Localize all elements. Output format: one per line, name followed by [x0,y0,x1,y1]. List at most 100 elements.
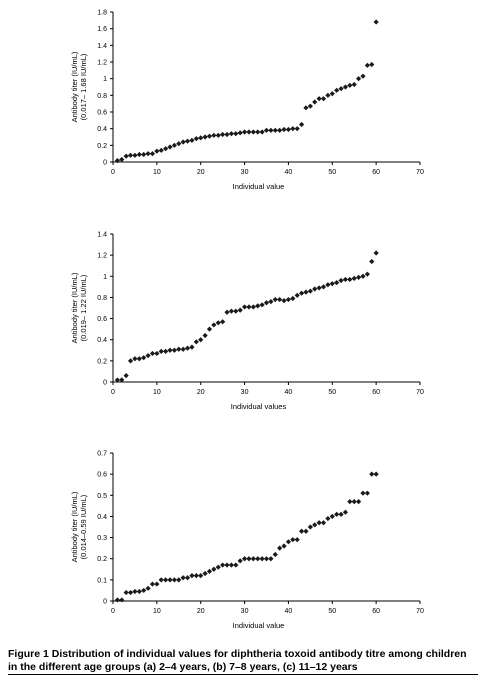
data-point [176,141,182,147]
x-axis-title: Individual values [231,402,287,411]
data-point [132,356,138,362]
x-tick-label: 50 [328,608,336,615]
y-tick-label: 0 [103,160,107,167]
data-point [220,131,226,138]
data-point [272,551,278,558]
y-tick-label: 0.2 [97,358,107,365]
data-point [202,134,208,140]
data-point [198,135,204,141]
data-point [250,556,256,562]
data-point [347,276,353,283]
data-point [290,537,296,543]
data-point [312,99,318,105]
y-tick-label: 1.8 [97,10,107,17]
y-axis-title: Antibody titer (IU/mL) [70,272,79,343]
x-tick-label: 60 [372,169,380,176]
data-point [233,562,239,568]
data-point [325,92,331,98]
data-point [228,308,235,314]
data-point [206,568,213,574]
data-point [163,146,169,152]
data-point [167,577,173,583]
data-point [180,575,186,581]
x-tick-label: 30 [241,389,249,396]
data-point [316,285,322,291]
data-point [312,286,318,292]
data-point [171,577,177,583]
data-point [149,151,156,157]
data-point [325,515,331,522]
data-point [193,339,199,345]
data-point [114,597,120,603]
data-point [255,303,261,309]
data-point [316,96,322,102]
data-point [255,129,261,135]
data-point [369,258,375,265]
x-tick-label: 10 [153,389,161,396]
data-point [268,299,274,305]
data-point [259,556,265,562]
data-point [259,302,265,308]
data-point [364,62,370,68]
data-point [351,499,357,505]
data-point [259,129,265,135]
data-point [123,373,129,379]
y-tick-label: 0.8 [97,93,107,100]
data-point [206,326,213,332]
data-point [268,556,274,562]
data-point [360,73,366,79]
data-point [263,300,270,306]
y-tick-label: 0.5 [97,493,107,500]
x-tick-label: 50 [328,389,336,396]
data-point [158,348,164,354]
x-tick-label: 70 [416,389,424,396]
data-point [198,573,204,579]
data-point [145,585,151,591]
data-point [141,151,147,158]
data-point [211,566,217,572]
data-point [184,138,191,144]
data-point [224,562,230,568]
y-tick-label: 0.2 [97,556,107,563]
data-point [373,19,379,25]
data-point [246,129,252,135]
data-point [285,296,292,303]
data-point [154,581,160,587]
data-point [303,289,309,295]
data-point [167,144,173,150]
x-tick-label: 70 [416,169,424,176]
data-point [184,345,191,351]
data-point [163,577,169,583]
data-point [334,511,340,517]
data-point [119,377,125,383]
data-point [325,282,331,288]
data-point [167,347,173,353]
data-point [272,296,278,303]
y-tick-label: 0.4 [97,337,107,344]
data-point [127,358,134,364]
y-tick-label: 1.6 [97,26,107,33]
y-tick-label: 0.4 [97,514,107,521]
data-point [237,558,243,564]
y-tick-label: 1 [103,76,107,83]
data-point [360,490,366,496]
data-point [220,562,226,568]
data-point [149,581,156,587]
data-point [171,347,177,353]
data-point [145,151,151,157]
data-point [123,589,129,596]
data-point [298,290,305,296]
x-tick-label: 60 [372,389,380,396]
y-axis-title-range: (0.019– 1.22 IU/mL) [79,274,88,341]
data-point [158,147,164,153]
data-point [298,528,305,534]
data-point [228,131,235,137]
data-point [338,86,344,92]
data-point [224,309,230,315]
data-point [294,126,300,132]
data-point [189,137,195,143]
data-point [119,156,125,163]
x-tick-label: 20 [197,389,205,396]
y-axis-title: Antibody titer (IU/mL) [70,51,79,122]
data-point [127,589,134,596]
